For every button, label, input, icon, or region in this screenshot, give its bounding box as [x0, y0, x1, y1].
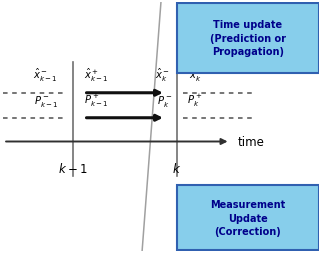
Text: Time update
(Prediction or
Propagation): Time update (Prediction or Propagation) [210, 20, 286, 57]
Text: $\hat{x}^-_{k-1}$: $\hat{x}^-_{k-1}$ [33, 66, 58, 83]
Text: $\hat{x}^+_{k-1}$: $\hat{x}^+_{k-1}$ [84, 66, 109, 83]
Text: $P^+_{k-1}$: $P^+_{k-1}$ [84, 92, 109, 108]
Text: time: time [238, 135, 264, 148]
Text: $\hat{x}^+_{k}$: $\hat{x}^+_{k}$ [189, 66, 204, 83]
Text: $P^-_{k}$: $P^-_{k}$ [156, 93, 172, 108]
Text: $\hat{x}^-_{k}$: $\hat{x}^-_{k}$ [155, 66, 170, 83]
FancyBboxPatch shape [177, 4, 319, 73]
FancyBboxPatch shape [177, 185, 319, 250]
Text: $P^+_{k}$: $P^+_{k}$ [187, 92, 203, 108]
Text: $P^-_{k-1}$: $P^-_{k-1}$ [33, 93, 58, 108]
Text: Measurement
Update
(Correction): Measurement Update (Correction) [210, 199, 285, 236]
Text: $k$: $k$ [172, 162, 181, 176]
Text: $k-1$: $k-1$ [58, 162, 88, 176]
